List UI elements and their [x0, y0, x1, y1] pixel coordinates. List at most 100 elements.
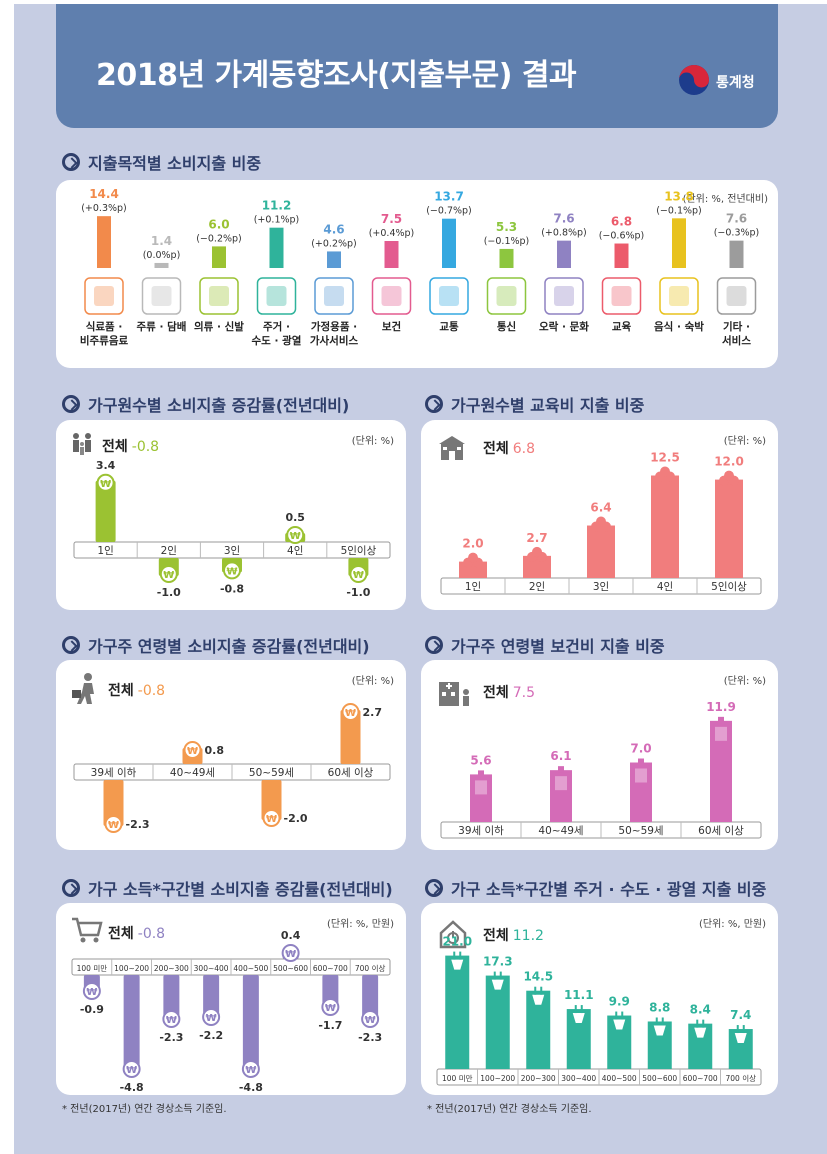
section-bullet-icon — [425, 636, 443, 654]
income-housing-tick-label: 400~500 — [602, 1074, 637, 1083]
purpose-category-label: 오락 · 문화 — [539, 320, 589, 333]
income-change-value-label: -2.3 — [358, 1031, 382, 1044]
income-housing-value-label: 7.4 — [730, 1008, 751, 1022]
purpose-bar — [499, 248, 514, 268]
income-change-value-label: -4.8 — [120, 1081, 144, 1094]
income-housing-plug-icon — [734, 1033, 747, 1044]
school-icon — [601, 277, 642, 315]
section-title-purpose: 지출목적별 소비지출 비중 — [62, 150, 261, 174]
purpose-value-label: 5.3 — [496, 220, 517, 234]
income-change-tick-label: 300~400 — [194, 964, 229, 973]
purpose-value-label: 1.4 — [151, 234, 172, 248]
income-housing-tick-label: 100~200 — [480, 1074, 515, 1083]
purpose-value-label: 13.7 — [434, 190, 464, 204]
age-change-value-label: 2.7 — [363, 706, 383, 719]
hh-size-edu-value-label: 12.5 — [650, 451, 680, 465]
income-housing-value-label: 21.0 — [442, 935, 472, 949]
section-bullet-icon — [425, 395, 443, 413]
purpose-change-label: (−0.2%p) — [196, 233, 242, 244]
won-symbol: ₩ — [226, 566, 237, 577]
won-symbol: ₩ — [266, 814, 277, 825]
age-change-bar — [261, 780, 282, 820]
dress-icon — [199, 277, 239, 315]
clipboard-pen-icon-glyph — [381, 286, 402, 306]
purpose-category-label: 음식 · 숙박 — [654, 320, 704, 333]
hh-size-edu-value-label: 6.4 — [590, 501, 611, 515]
income-housing-tick-label: 600~700 — [683, 1074, 718, 1083]
total-label: 전체 -0.8 — [108, 680, 165, 700]
age-health-tick-label: 50~59세 — [618, 825, 663, 837]
income-change-chart: 100 미만 100~200 200~300 300~400 400~500 500~60… — [71, 929, 391, 1094]
hh-size-change-tick-label: 5인이상 — [341, 545, 377, 557]
unit-label: (단위: %, 전년대비) — [682, 194, 768, 205]
purpose-value-label: 13.8 — [664, 189, 694, 203]
won-symbol: ₩ — [100, 479, 111, 490]
income-change-tick-label: 200~300 — [154, 964, 189, 973]
page-title: 2018년 가계동향조사(지출부문) 결과 — [96, 58, 577, 93]
purpose-change-label: (+0.8%p) — [541, 228, 587, 239]
purpose-bar — [729, 240, 744, 268]
card-purpose: (단위: %, 전년대비) 14.4 (+0.3%p) 식료품 · 비주류음료 1.4 (… — [56, 180, 778, 368]
won-symbol: ₩ — [325, 1003, 336, 1014]
hh-size-edu-flower-icon — [532, 546, 542, 557]
unit-label: (단위: %, 만원) — [698, 919, 766, 930]
hh-size-edu-value-label: 2.7 — [526, 531, 547, 545]
train-icon-glyph — [439, 286, 459, 306]
hh-size-edu-chart: 1인 2인 3인 4인 5인이상 2.0 2.7 6.4 12.5 12.0 — [440, 451, 762, 595]
won-symbol: ₩ — [290, 531, 301, 542]
won-symbol: ₩ — [108, 820, 119, 831]
unit-label: (단위: %, 만원) — [326, 919, 394, 930]
hh-size-edu-bar — [523, 555, 551, 578]
age-health-building-window — [555, 776, 567, 791]
bottle-glass-icon — [141, 277, 182, 315]
card-hh-size-edu: 전체 6.8 (단위: %) 1인 2인 3인 4인 5인이상 2.0 2.7 6.4 12.5 1… — [421, 420, 778, 610]
hh-size-change-chart: 1인 2인 3인 4인 5인이상 ₩3.4 ₩ -1.0 ₩ -0.8 ₩0.5 ₩ -1.0 — [73, 459, 391, 599]
age-health-value-label: 6.1 — [550, 749, 571, 763]
purpose-category-label: 기타 · — [723, 320, 750, 333]
total-label: 전체 -0.8 — [102, 436, 159, 456]
unit-label: (단위: %) — [723, 436, 766, 447]
age-health-value-label: 5.6 — [470, 753, 491, 767]
total-value: -0.8 — [137, 926, 166, 942]
grocery-bag-icon-glyph — [94, 286, 114, 306]
won-coin-icon — [183, 741, 202, 759]
3d-glasses-popcorn-icon-glyph — [554, 286, 574, 306]
total-label: 전체 -0.8 — [108, 923, 165, 943]
income-change-bar — [362, 975, 379, 1021]
income-change-value-label: 0.4 — [281, 929, 301, 942]
age-change-tick-label: 39세 이하 — [91, 766, 137, 779]
income-housing-plug-icon — [613, 1019, 626, 1030]
age-health-value-label: 11.9 — [706, 700, 736, 714]
hh-size-change-value-label: -1.0 — [157, 586, 181, 599]
hh-size-edu-bar — [587, 525, 615, 578]
hh-size-change-value-label: 3.4 — [96, 459, 116, 472]
purpose-category-label: 수도 · 광열 — [252, 334, 302, 347]
hh-size-edu-bar — [651, 475, 679, 578]
purpose-chart: 14.4 (+0.3%p) 식료품 ·비주류음료 1.4 (0.0%p) 주류 · 담배 6… — [80, 187, 759, 347]
card-age-change: 전체 -0.8 (단위: %) 39세 이하 40~49세 50~59세 60세 이상 ₩… — [56, 660, 406, 850]
purpose-bar — [672, 218, 686, 268]
section-bullet-icon — [62, 636, 80, 654]
purpose-value-label: 14.4 — [89, 187, 119, 201]
income-housing-value-label: 9.9 — [609, 995, 630, 1009]
age-change-chart: 39세 이하 40~49세 50~59세 60세 이상 ₩ -2.3 ₩ 0.8 ₩ -2.0 ₩ 2… — [73, 703, 391, 833]
taegeuk-logo-icon — [679, 65, 709, 95]
age-health-building-window — [475, 780, 487, 795]
won-symbol: ₩ — [206, 1013, 217, 1024]
3d-glasses-popcorn-icon — [544, 277, 584, 315]
hh-size-edu-flower-icon — [596, 516, 606, 527]
hh-size-change-bar — [95, 480, 116, 542]
grocery-bag-icon — [84, 277, 124, 315]
won-coin-icon — [104, 815, 123, 833]
income-housing-plug-icon — [532, 994, 545, 1005]
section-title-hh-size-edu: 가구원수별 교육비 지출 비중 — [425, 392, 644, 416]
income-housing-value-label: 14.5 — [523, 970, 553, 984]
age-health-building-top — [638, 758, 644, 765]
purpose-category-label: 주류 · 담배 — [137, 320, 187, 333]
age-health-value-label: 7.0 — [630, 742, 651, 756]
income-change-bar — [203, 975, 220, 1019]
income-change-value-label: -4.8 — [239, 1081, 263, 1094]
train-icon — [429, 277, 469, 315]
income-housing-value-label: 11.1 — [564, 988, 594, 1002]
washing-machine-icon-glyph — [324, 286, 344, 306]
